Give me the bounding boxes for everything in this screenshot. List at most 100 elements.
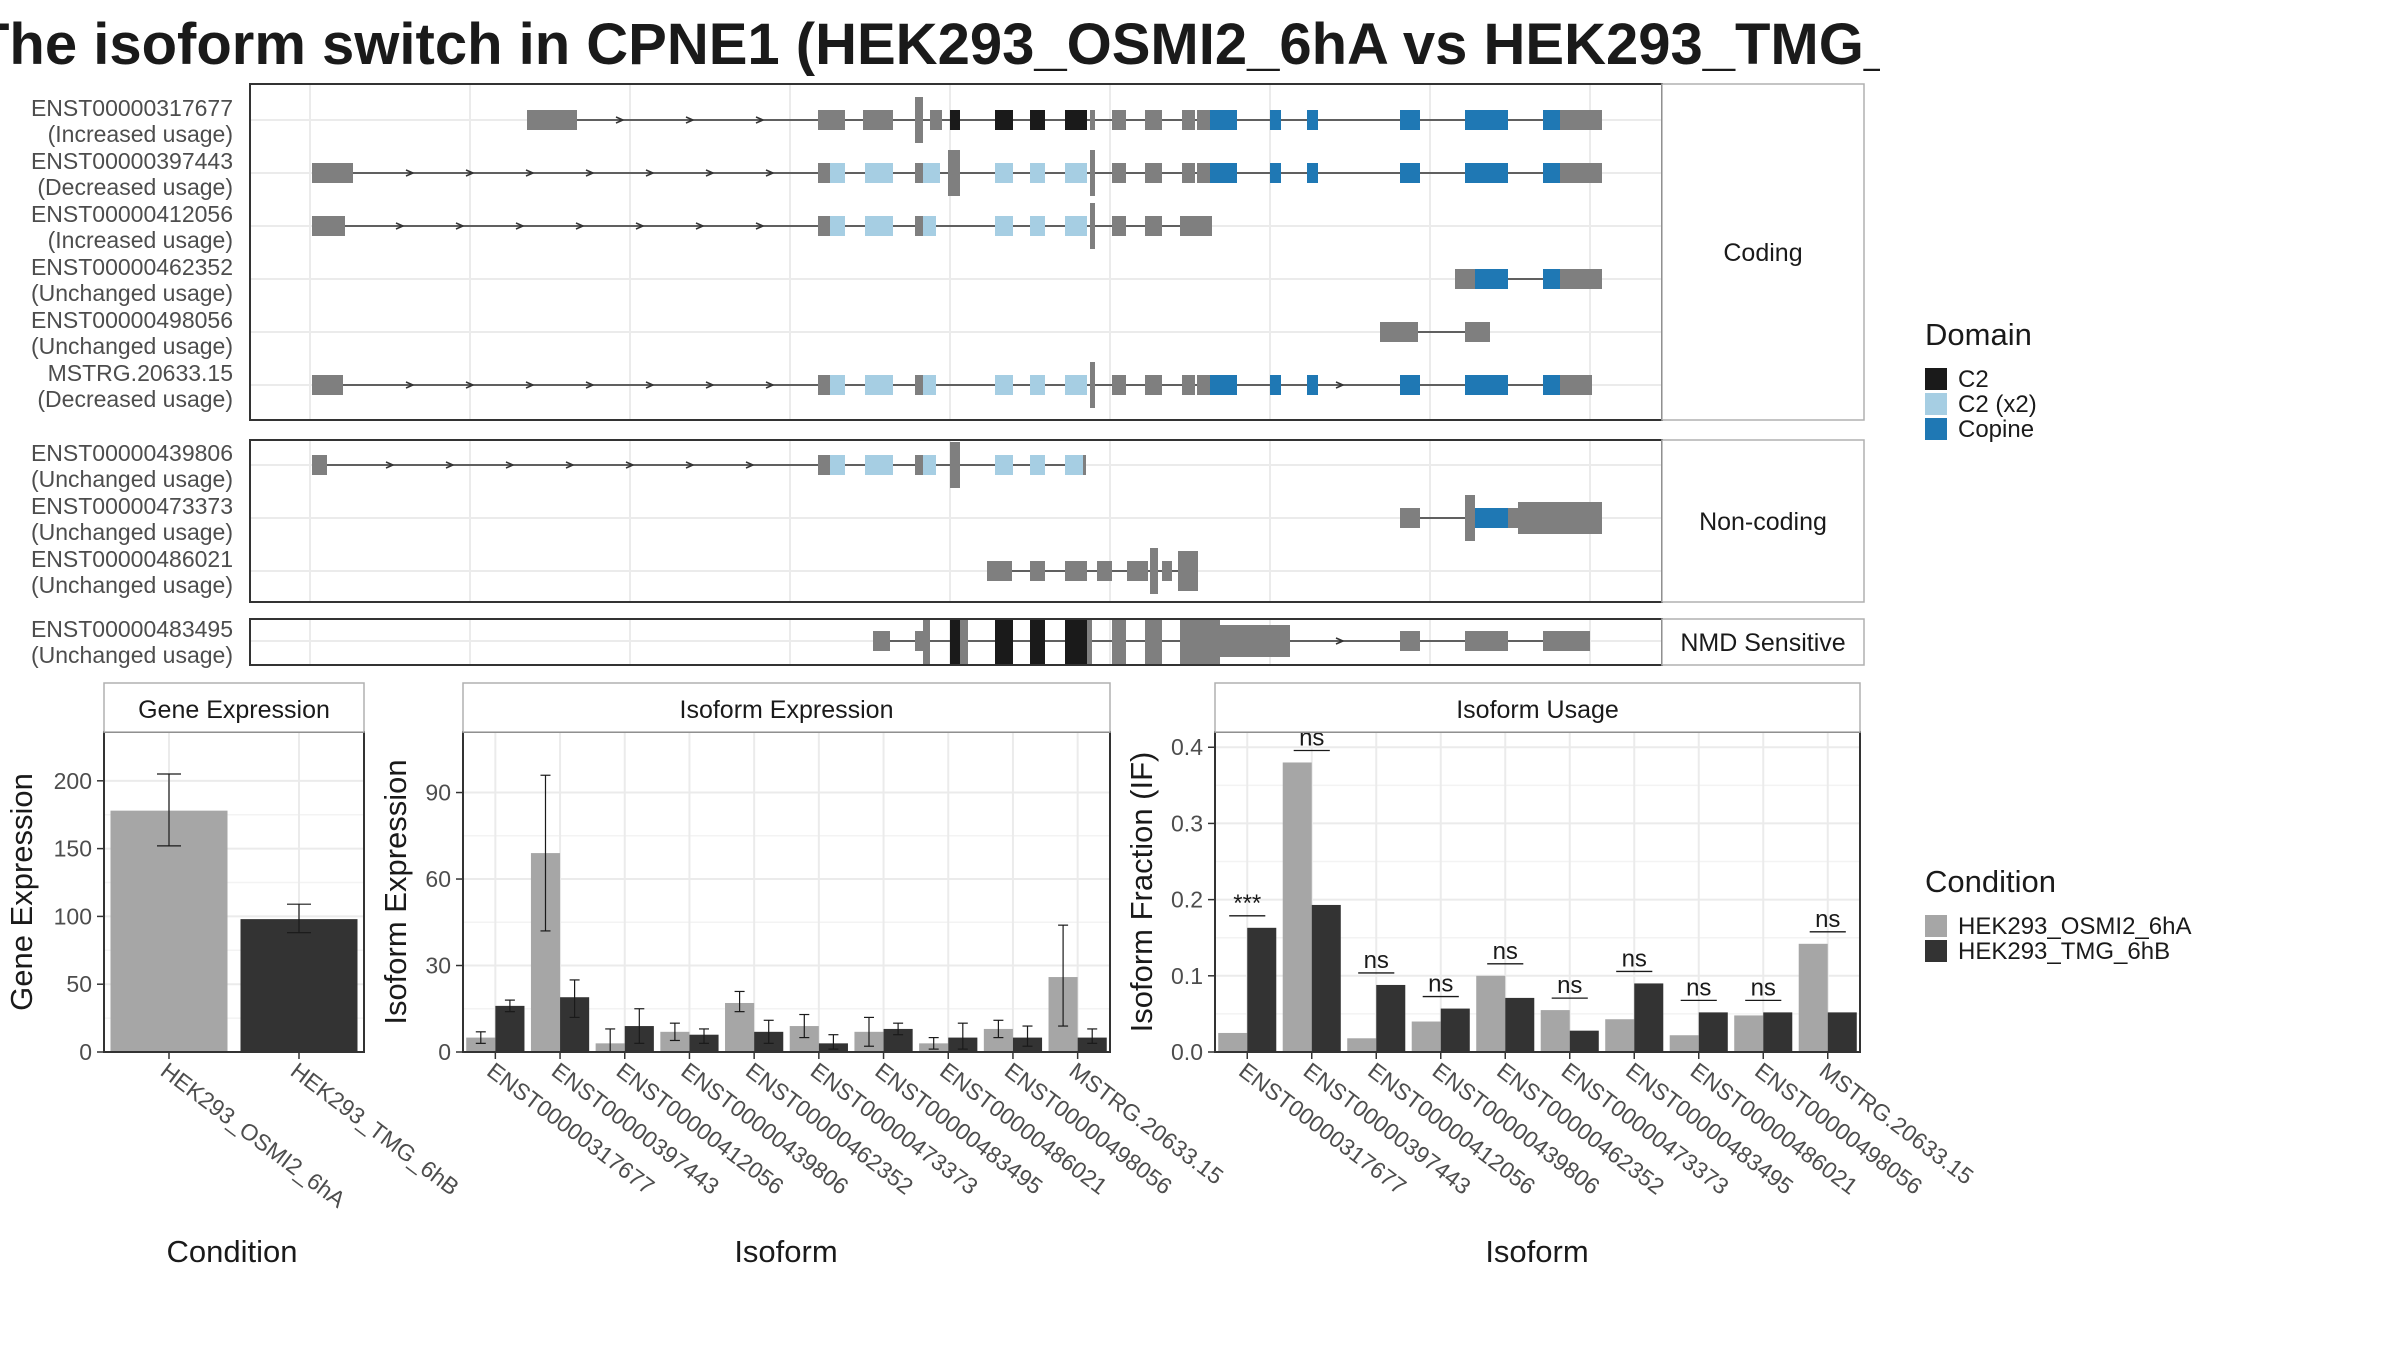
exon — [1182, 163, 1195, 183]
domain-exon — [865, 163, 893, 183]
isoform-usage-label: (Unchanged usage) — [31, 280, 233, 306]
exon — [1380, 322, 1418, 342]
exon — [915, 216, 923, 236]
exon — [915, 375, 923, 395]
significance-label: ns — [1815, 906, 1840, 933]
strand-arrow — [465, 169, 475, 177]
exon — [1182, 375, 1195, 395]
domain-exon — [1543, 163, 1560, 183]
domain-exon — [950, 110, 960, 130]
strand-arrow — [575, 222, 585, 230]
bar-cond1 — [1540, 1010, 1570, 1052]
bar-cond2 — [1440, 1008, 1470, 1052]
strand-arrow — [1335, 381, 1345, 389]
domain-exon — [1465, 163, 1508, 183]
exon — [915, 455, 923, 475]
domain-exon — [923, 216, 936, 236]
domain-exon — [923, 375, 936, 395]
domain-exon — [830, 163, 845, 183]
exon — [1560, 375, 1570, 395]
domain-exon — [1065, 455, 1083, 475]
strand-arrow — [765, 169, 775, 177]
bar-cond2 — [1077, 1037, 1107, 1052]
exon — [1145, 618, 1162, 664]
bar-cond1 — [1218, 1032, 1248, 1052]
bar-cond1 — [1411, 1021, 1441, 1052]
group-strip — [1661, 618, 1865, 666]
isoform-id-label: ENST00000412056 — [31, 201, 233, 227]
exon — [915, 163, 923, 183]
strand-arrow — [635, 222, 645, 230]
isoform-id-label: ENST00000483495 — [31, 616, 233, 642]
exon — [1455, 269, 1475, 289]
figure-title: The isoform switch in CPNE1 (HEK293_OSMI… — [0, 10, 1880, 80]
exon — [312, 163, 353, 183]
strand-arrow — [705, 169, 715, 177]
strand-arrow — [585, 381, 595, 389]
isoform-id-label: ENST00000439806 — [31, 440, 233, 466]
strand-arrow — [585, 169, 595, 177]
exon — [1560, 163, 1568, 183]
exon — [1145, 110, 1162, 130]
y-tick-label: 0 — [438, 1039, 451, 1065]
strand-arrow — [745, 461, 755, 469]
domain-exon — [865, 375, 893, 395]
exon — [818, 455, 830, 475]
strand-arrow — [525, 381, 535, 389]
y-axis-title: Isoform Expression — [378, 759, 413, 1024]
domain-exon — [1307, 375, 1318, 395]
bar-cond1 — [1347, 1038, 1377, 1052]
exon — [818, 163, 830, 183]
bar-cond1 — [1476, 975, 1506, 1052]
strand-arrow — [755, 222, 765, 230]
exon — [1508, 508, 1518, 528]
domain-exon — [1270, 375, 1281, 395]
domain-exon — [830, 455, 845, 475]
domain-exon — [830, 375, 845, 395]
isoform-id-label: ENST00000498056 — [31, 307, 233, 333]
isoform-id-label: ENST00000473373 — [31, 493, 233, 519]
exon — [1182, 110, 1195, 130]
exon — [1400, 508, 1420, 528]
y-tick-label: 30 — [425, 953, 451, 979]
domain-exon — [995, 375, 1013, 395]
isoform-usage-label: (Unchanged usage) — [31, 572, 233, 598]
bar-cond2 — [1634, 983, 1664, 1052]
chart-strip-title: Gene Expression — [138, 696, 330, 724]
strand-arrow — [505, 461, 515, 469]
bar-cond2 — [1376, 984, 1406, 1052]
domain-exon — [1465, 110, 1508, 130]
exon — [1543, 631, 1590, 651]
y-tick-label: 0.0 — [1171, 1039, 1203, 1065]
exon — [1178, 551, 1198, 591]
bar-cond1 — [1734, 1015, 1764, 1052]
y-tick-label: 0.4 — [1171, 734, 1203, 760]
isoform-id-label: ENST00000397443 — [31, 148, 233, 174]
domain-legend-label: C2 (x2) — [1958, 391, 2037, 418]
exon — [1030, 561, 1045, 581]
exon — [915, 97, 923, 143]
exon — [1197, 375, 1210, 395]
exon — [1570, 269, 1602, 289]
exon — [1197, 110, 1210, 130]
domain-exon — [923, 455, 936, 475]
exon — [1465, 322, 1490, 342]
strand-arrow — [515, 222, 525, 230]
exon — [312, 375, 343, 395]
domain-exon — [1065, 163, 1087, 183]
bar-cond1 — [983, 1028, 1013, 1052]
group-strip-label: Non-coding — [1699, 508, 1827, 536]
exon — [950, 442, 960, 488]
exon — [1465, 495, 1475, 541]
domain-exon — [1030, 163, 1045, 183]
bar-cond1 — [1605, 1019, 1635, 1052]
domain-exon — [1210, 163, 1237, 183]
x-axis-title: Condition — [167, 1234, 298, 1269]
isoform-id-label: MSTRG.20633.15 — [48, 360, 233, 386]
domain-exon — [995, 618, 1013, 664]
exon — [1560, 269, 1570, 289]
isoform-usage-label: (Unchanged usage) — [31, 333, 233, 359]
domain-exon — [1065, 110, 1087, 130]
strand-arrow — [395, 222, 405, 230]
figure-title-text: The isoform switch in CPNE1 (HEK293_OSMI… — [0, 12, 1880, 77]
